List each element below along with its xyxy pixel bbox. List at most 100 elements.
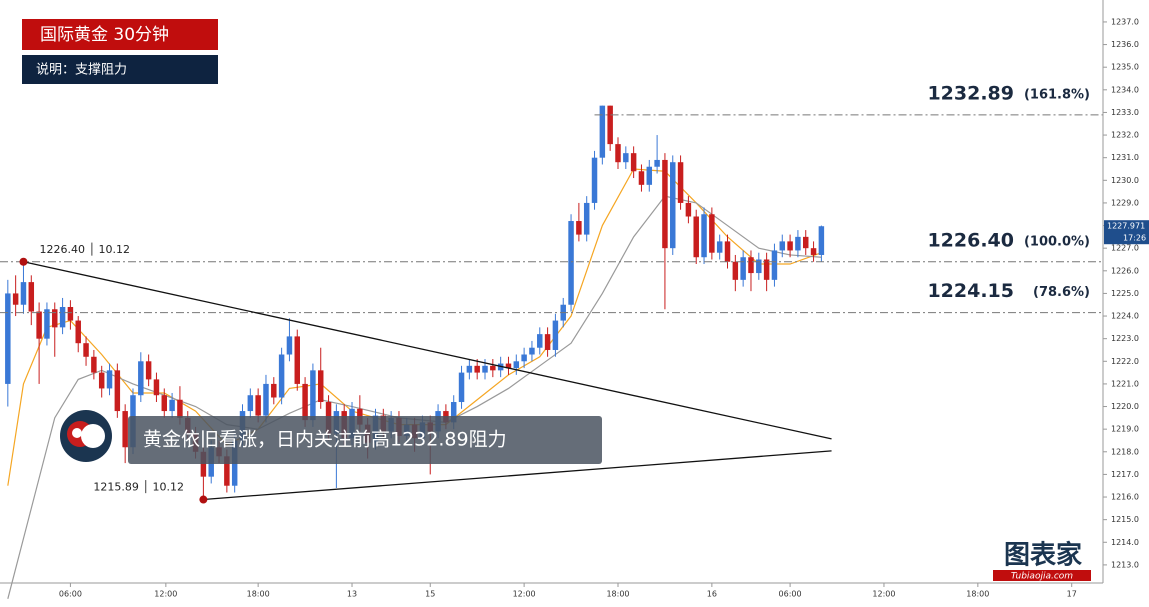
x-tick-label: 12:00 [154,590,177,599]
level-ratio: (78.6%) [1033,285,1090,300]
y-tick-label: 1230.0 [1111,176,1139,185]
candle-body [466,365,473,373]
annotation: 黄金依旧看涨，日内关注前高1232.89阻力 [143,429,507,451]
x-tick-label: 15 [425,590,435,599]
candle-body [255,395,261,416]
candle-body [294,336,301,384]
candle-body [623,153,629,163]
y-tick-label: 1229.0 [1111,198,1139,207]
candle-body [756,259,762,274]
candle-body [482,365,488,373]
last-time: 17:26 [1123,234,1146,243]
pivot-label: 1215.89 │ 10.12 [93,480,184,494]
y-tick-label: 1219.0 [1111,425,1139,434]
candle-body [122,411,128,448]
level-ratio: (161.8%) [1024,87,1090,102]
candle-body [278,354,285,398]
candle-body [818,226,825,255]
y-tick-label: 1214.0 [1111,538,1139,547]
x-tick-label: 17 [1067,590,1077,599]
last-price: 1227.971 [1107,222,1145,231]
trendline [203,450,832,501]
candle-body [161,395,168,412]
candle-body [771,250,778,280]
y-tick-label: 1216.0 [1111,493,1139,502]
candle-body [145,361,152,380]
candle-body [646,166,653,185]
candle-body [716,241,723,253]
candle-body [693,216,699,258]
candle-body [310,370,316,421]
logo-name: 图表家 [1004,540,1082,571]
candle-body [106,370,113,389]
y-tick-label: 1227.0 [1111,244,1139,253]
candle-body [12,293,19,305]
y-tick-label: 1217.0 [1111,470,1139,479]
candle-body [537,334,543,348]
title: 国际黄金 30分钟 [40,25,169,45]
x-tick-label: 16 [707,590,717,599]
candle-body [28,282,35,312]
candle-body [583,202,590,235]
candle-body [576,221,582,235]
subtitle-box [22,55,218,84]
x-tick-label: 12:00 [513,590,536,599]
candle-body [474,365,480,373]
level-ratio: (100.0%) [1024,234,1090,249]
candle-body [450,402,457,423]
candle-body [458,372,465,403]
candle-body [36,311,42,339]
plot-area: 1226.40 │ 10.12 1215.89 │ 10.12 [0,105,1103,599]
candle-body [638,171,645,185]
candle-body [568,221,574,305]
candle-body [787,241,793,251]
candle-body [67,306,74,321]
candle-body [200,451,207,477]
candle-body [513,361,520,369]
level-label: 1232.89 [927,82,1014,104]
x-tick-label: 18:00 [606,590,629,599]
candle-body [724,241,731,262]
x-tick-label: 18:00 [247,590,270,599]
candle-body [138,361,144,396]
x-tick-label: 18:00 [966,590,989,599]
candle-body [286,336,293,355]
candle-body [685,202,692,217]
candle-body [505,363,512,369]
candle-body [740,257,746,280]
y-tick-label: 1222.0 [1111,357,1139,366]
y-tick-label: 1213.0 [1111,560,1139,569]
annotation-box [128,416,602,464]
y-tick-label: 1234.0 [1111,85,1139,94]
candle-body [795,236,801,251]
candle-body [44,309,50,339]
candle-body [20,282,27,305]
candle-body [810,248,817,255]
candle-body [599,105,606,158]
y-tick-label: 1224.0 [1111,312,1139,321]
x-tick-label: 12:00 [872,590,895,599]
title-box [22,19,218,50]
y-tick-label: 1215.0 [1111,515,1139,524]
candle-body [153,379,160,396]
logo-site: Tubiaojia.com [1011,572,1073,582]
candle-body [91,356,97,373]
candle-body [177,399,183,418]
level-label: 1226.40 [927,229,1014,251]
candle-body [59,306,66,328]
candle-body [521,354,527,362]
candle-body [529,347,535,355]
candle-body [670,162,676,249]
candle-body [662,159,668,249]
logo-bar [993,570,1091,581]
y-tick-label: 1236.0 [1111,40,1139,49]
pivot-label: 1226.40 │ 10.12 [39,242,130,256]
candle-body [677,162,684,203]
candle-body [732,261,739,280]
last-price-box [1104,220,1149,245]
candle-body [114,370,121,412]
x-tick-label: 13 [347,590,357,599]
candle-body [75,320,81,344]
candle-body [701,214,707,258]
subtitle: 说明：支撑阻力 [36,63,127,78]
